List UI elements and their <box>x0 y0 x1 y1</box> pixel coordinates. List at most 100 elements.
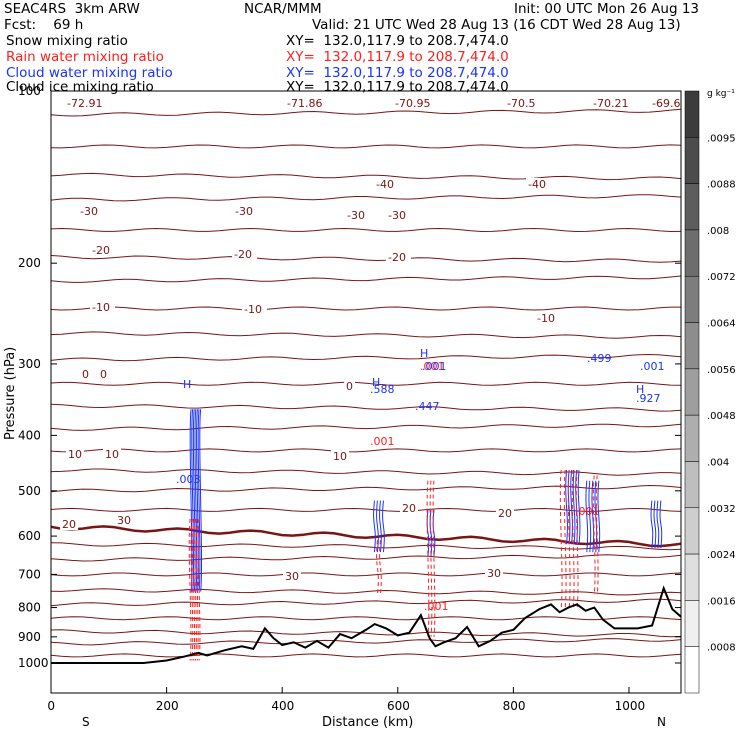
isotherm-label-bg <box>400 502 418 514</box>
y-tick-label: 600 <box>18 529 41 543</box>
isotherm-label-bg <box>386 209 411 221</box>
hydro-contour <box>565 470 568 545</box>
top-temp-label: -70.21 <box>593 97 628 110</box>
isotherm-label-bg <box>485 567 503 579</box>
isotherm-line <box>50 172 682 181</box>
isotherm-label: 30 <box>285 570 299 583</box>
isotherm-label: -30 <box>80 205 98 218</box>
isotherm-line <box>50 468 682 476</box>
isotherm-label: 20 <box>402 502 416 515</box>
y-tick-label-top: 100 <box>18 84 41 98</box>
x-end-left: S <box>82 715 90 729</box>
org-title: NCAR/MMM <box>244 1 322 17</box>
colorbar-label: .0048 <box>707 411 736 422</box>
init-time: Init: 00 UTC Mon 26 Aug 13 <box>514 1 699 17</box>
y-tick-label: 700 <box>18 567 41 581</box>
isotherm-label: -10 <box>244 303 262 316</box>
isotherm-label-bg <box>331 450 349 462</box>
colorbar-swatch <box>684 507 700 555</box>
isotherm-line <box>50 255 682 263</box>
high-marker: H <box>420 347 428 360</box>
field-xy-cloud-water: XY= 132.0,117.9 to 208.7,474.0 <box>286 65 509 81</box>
terrain-line <box>51 585 682 664</box>
isotherm-line <box>50 108 682 117</box>
hydro-contour <box>426 480 430 637</box>
colorbar-swatch <box>684 414 700 462</box>
isotherm-label: 0 <box>82 368 89 381</box>
hydro-contour <box>577 470 581 545</box>
hydro-contour <box>591 480 595 553</box>
isotherm-line <box>50 194 682 202</box>
plot-frame <box>50 90 682 694</box>
isotherm-line <box>50 598 682 607</box>
isotherm-line <box>50 423 682 431</box>
isotherm-label-bg <box>60 518 78 530</box>
isotherm-line <box>50 144 682 149</box>
isotherm-line <box>50 588 682 596</box>
top-temp-label: -71.86 <box>287 97 322 110</box>
hydro-contour <box>429 480 433 637</box>
colorbar-swatch <box>684 90 700 138</box>
hydro-contour <box>572 470 576 545</box>
hydro-contour <box>194 518 197 661</box>
cloud-label: .003 <box>176 473 201 486</box>
hydro-contour <box>559 470 563 608</box>
x-tick-label: 400 <box>271 699 294 713</box>
hydro-contour <box>659 500 663 549</box>
rain-label: .001 <box>575 505 600 518</box>
colorbar-label: .0056 <box>707 365 736 376</box>
isotherm-label-bg <box>242 303 267 315</box>
hydro-contour <box>594 480 598 553</box>
colorbar-label: .0008 <box>707 643 736 654</box>
top-temp-label: -69.6 <box>652 97 680 110</box>
x-tick-label: 200 <box>156 699 179 713</box>
isotherm-label: 30 <box>117 514 131 527</box>
model-title: SEAC4RS 3km ARW <box>4 1 140 17</box>
isotherm-line <box>50 448 682 453</box>
isotherm-label: 0 <box>346 380 353 393</box>
isotherm-label: 10 <box>333 450 347 463</box>
hydro-contour <box>197 409 201 592</box>
isotherm-label: -30 <box>347 209 365 222</box>
isotherm-label-bg <box>78 205 103 217</box>
isotherm-line <box>50 554 682 562</box>
isotherm-label-bg <box>535 312 560 324</box>
hydro-contour <box>588 480 592 553</box>
valid-time: Valid: 21 UTC Wed 28 Aug 13 (16 CDT Wed … <box>312 17 681 33</box>
isotherm-line <box>50 227 682 233</box>
isotherm-label-bg <box>90 244 115 256</box>
hydro-contour <box>653 500 657 549</box>
isotherm-line <box>50 572 682 577</box>
hydro-contour <box>376 540 379 595</box>
rain-label: .001 <box>420 360 445 373</box>
isotherm-line <box>50 507 682 512</box>
hydro-contour <box>197 518 201 661</box>
top-temp-label: -70.95 <box>395 97 430 110</box>
colorbar-swatch <box>684 229 700 277</box>
y-tick-label: 400 <box>18 428 41 442</box>
hydro-contour <box>595 475 599 595</box>
freezing-level-line <box>50 525 682 548</box>
isotherm-label-bg <box>80 368 91 380</box>
top-temp-label: -72.91 <box>67 97 102 110</box>
colorbar-label: .0032 <box>707 504 736 515</box>
colorbar-label: .008 <box>707 226 729 237</box>
isotherm-line <box>50 353 682 362</box>
field-label-cloud-water: Cloud water mixing ratio <box>6 65 173 81</box>
isotherm-label: 0 <box>100 368 107 381</box>
isotherm-label: 20 <box>62 518 76 531</box>
isotherm-label: -10 <box>537 312 555 325</box>
isotherm-label-bg <box>232 248 257 260</box>
y-tick-label: 300 <box>18 357 41 371</box>
isotherm-line <box>50 403 682 412</box>
colorbar-swatch <box>684 461 700 509</box>
y-axis-label: Pressure (hPa) <box>3 347 18 440</box>
colorbar-swatch <box>684 137 700 184</box>
colorbar-swatch <box>684 553 700 601</box>
y-tick-label: 1000 <box>18 656 49 670</box>
hydro-contour <box>570 470 573 545</box>
high-marker: H <box>636 383 644 396</box>
colorbar-swatch <box>684 368 700 416</box>
